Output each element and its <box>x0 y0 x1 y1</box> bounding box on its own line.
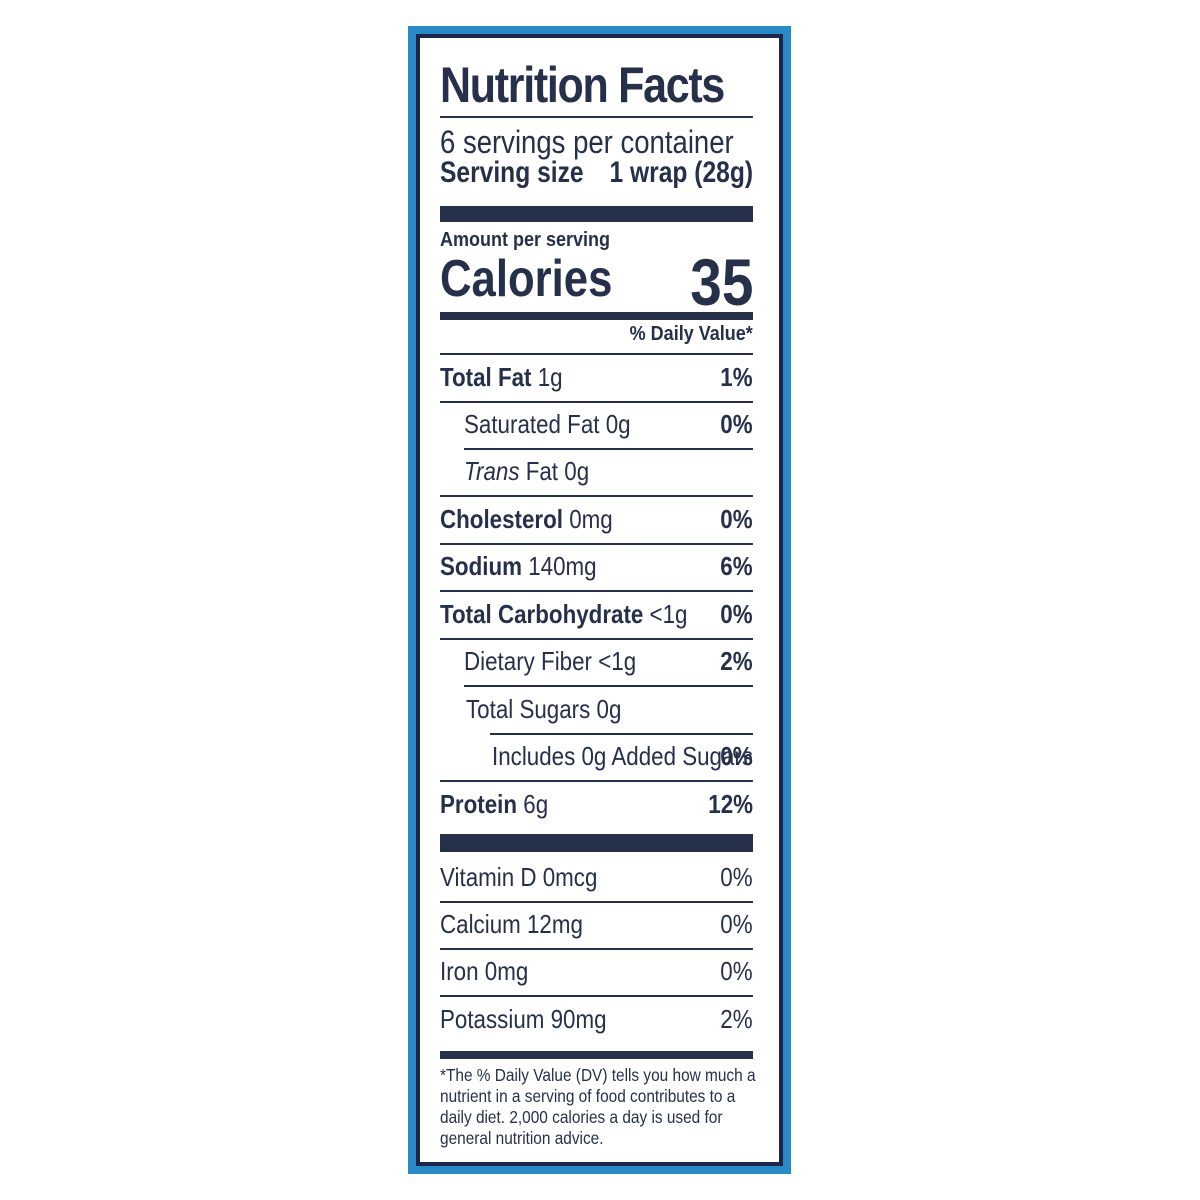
row-rule <box>440 590 753 592</box>
nutrient-row-total-fat: Total Fat 1g 1% <box>440 356 753 403</box>
row-rule <box>464 685 753 687</box>
nutrient-name: Sodium <box>440 551 522 581</box>
vitamin-amount: 0mg <box>484 956 529 986</box>
nutrient-name: Includes 0g Added Sugars <box>492 741 754 771</box>
row-rule <box>440 995 753 997</box>
row-rule <box>440 543 753 545</box>
nutrient-name: Dietary Fiber <box>464 646 592 676</box>
serving-size-value: 1 wrap (28g) <box>609 156 753 189</box>
medium-rule <box>440 312 753 320</box>
nutrient-row-protein: Protein 6g 12% <box>440 783 753 830</box>
nutrient-dv: 0% <box>720 409 753 439</box>
vitamin-dv: 0% <box>720 862 753 892</box>
label-panel: Nutrition Facts 6 servings per container… <box>420 38 779 1162</box>
calories-label: Calories <box>440 250 613 308</box>
nutrient-amount: <1g <box>649 599 688 629</box>
nutrient-row-cholesterol: Cholesterol 0mg 0% <box>440 498 753 545</box>
nutrient-amount: 6g <box>523 789 549 819</box>
vitamin-dv: 2% <box>720 1004 753 1034</box>
nutrient-dv: 12% <box>708 789 753 819</box>
label-frame: Nutrition Facts 6 servings per container… <box>408 26 791 1174</box>
nutrient-row-dietary-fiber: Dietary Fiber <1g 2% <box>440 640 753 687</box>
nutrient-dv: 0% <box>720 504 753 534</box>
dv-rule <box>440 353 753 355</box>
vitamin-amount: 0mcg <box>542 862 598 892</box>
nutrient-row-trans-fat: Trans Fat 0g <box>440 450 753 497</box>
footnote-rule <box>440 1051 753 1059</box>
vitamin-row-potassium: Potassium 90mg 2% <box>440 998 753 1045</box>
row-rule <box>440 901 753 903</box>
row-rule <box>440 638 753 640</box>
row-rule <box>440 401 753 403</box>
row-rule <box>490 733 753 735</box>
vitamin-row-iron: Iron 0mg 0% <box>440 950 753 997</box>
nutrient-amount: 0g <box>605 409 631 439</box>
nutrient-row-total-sugars: Total Sugars 0g <box>440 688 753 735</box>
nutrient-amount: <1g <box>598 646 637 676</box>
row-rule <box>440 780 753 782</box>
nutrient-dv: 2% <box>720 646 753 676</box>
serving-size-label: Serving size <box>440 156 584 189</box>
nutrient-row-saturated-fat: Saturated Fat 0g 0% <box>440 403 753 450</box>
nutrient-dv: 0% <box>720 599 753 629</box>
vitamin-name: Iron <box>440 956 479 986</box>
nutrient-amount: 0mg <box>569 504 613 534</box>
vitamin-dv: 0% <box>720 956 753 986</box>
title-rule <box>440 116 753 118</box>
nutrient-name: Saturated Fat <box>464 409 600 439</box>
vitamin-amount: 12mg <box>526 909 583 939</box>
vitamin-row-vitamin-d: Vitamin D 0mcg 0% <box>440 856 753 903</box>
nutrient-row-added-sugars: Includes 0g Added Sugars 0% <box>440 735 753 782</box>
calories-value: 35 <box>689 245 753 319</box>
thick-rule-vitamins <box>440 834 753 852</box>
servings-per-container: 6 servings per container <box>440 124 734 160</box>
vitamin-name: Calcium <box>440 909 521 939</box>
nutrient-dv: 1% <box>720 362 753 392</box>
label-border: Nutrition Facts 6 servings per container… <box>416 34 783 1166</box>
row-rule <box>440 495 753 497</box>
nutrient-amount: 0g <box>596 694 622 724</box>
vitamin-dv: 0% <box>720 909 753 939</box>
vitamin-name: Vitamin D <box>440 862 537 892</box>
nutrient-amount: 140mg <box>528 551 597 581</box>
vitamin-row-calcium: Calcium 12mg 0% <box>440 903 753 950</box>
vitamin-amount: 90mg <box>550 1004 607 1034</box>
calories-row: Calories 35 <box>440 249 753 315</box>
nutrient-name-suffix: Fat <box>525 456 559 486</box>
row-rule <box>440 948 753 950</box>
nutrient-name: Total Carbohydrate <box>440 599 644 629</box>
daily-value-footnote: *The % Daily Value (DV) tells you how mu… <box>440 1065 756 1148</box>
thick-rule-top <box>440 206 753 222</box>
daily-value-header: % Daily Value* <box>629 323 753 345</box>
nutrient-name: Trans <box>464 456 520 486</box>
nutrient-dv: 0% <box>720 741 753 771</box>
nutrition-facts-label: Nutrition Facts 6 servings per container… <box>440 38 756 1162</box>
nutrient-amount: 1g <box>537 362 563 392</box>
row-rule <box>464 448 753 450</box>
nutrient-name: Protein <box>440 789 518 819</box>
nutrient-row-total-carbohydrate: Total Carbohydrate <1g 0% <box>440 593 753 640</box>
label-title: Nutrition Facts <box>440 57 725 113</box>
vitamin-name: Potassium <box>440 1004 545 1034</box>
nutrient-name: Cholesterol <box>440 504 564 534</box>
nutrient-name: Total Sugars <box>466 694 591 724</box>
nutrient-amount: 0g <box>564 456 590 486</box>
amount-per-serving: Amount per serving <box>440 229 611 251</box>
nutrient-row-sodium: Sodium 140mg 6% <box>440 545 753 592</box>
nutrient-dv: 6% <box>720 551 753 581</box>
nutrient-name: Total Fat <box>440 362 532 392</box>
